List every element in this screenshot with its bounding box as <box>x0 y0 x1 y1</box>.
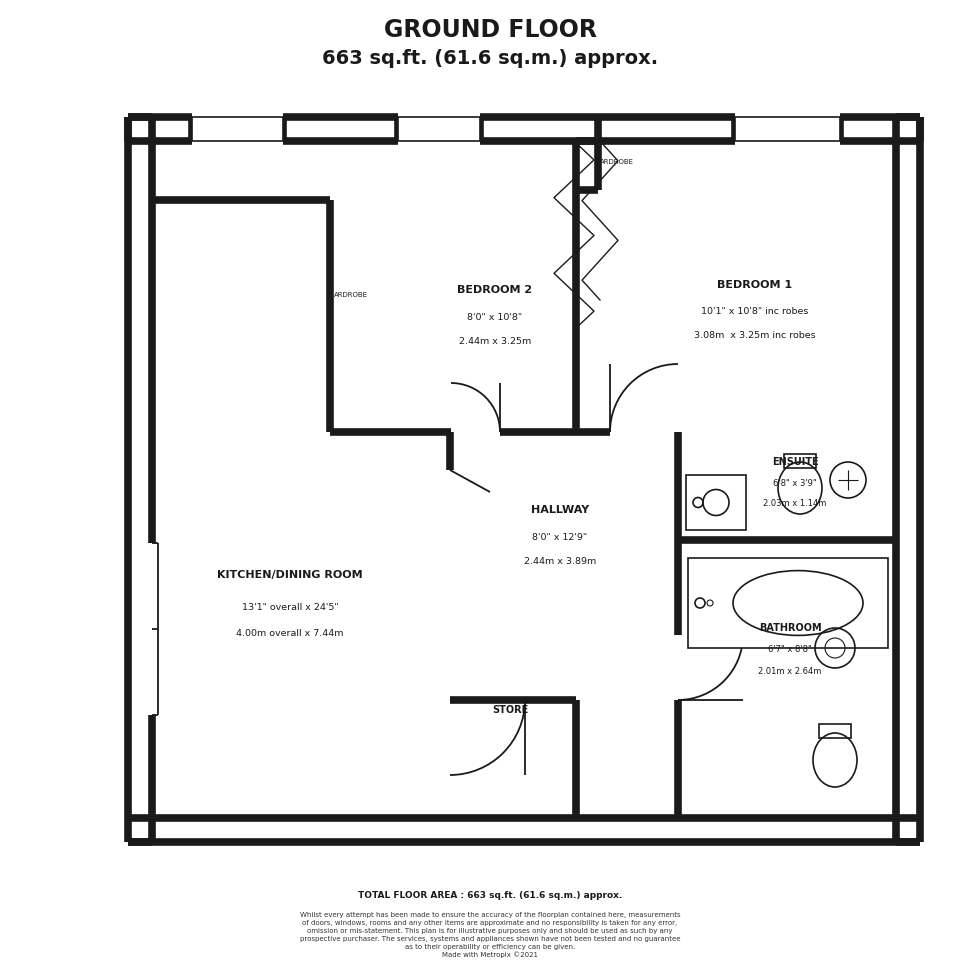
Text: Whilst every attempt has been made to ensure the accuracy of the floorplan conta: Whilst every attempt has been made to en… <box>300 912 680 958</box>
Text: 2.44m x 3.89m: 2.44m x 3.89m <box>524 558 596 567</box>
Bar <box>735 117 840 141</box>
Text: 13'1" overall x 24'5": 13'1" overall x 24'5" <box>242 604 338 613</box>
Text: 2.01m x 2.64m: 2.01m x 2.64m <box>759 667 821 676</box>
Text: 8'0" x 10'8": 8'0" x 10'8" <box>467 314 522 322</box>
Text: 2.03m x 1.14m: 2.03m x 1.14m <box>763 499 827 508</box>
Text: ARDROBE: ARDROBE <box>334 292 368 298</box>
Text: BEDROOM 2: BEDROOM 2 <box>458 285 532 295</box>
Text: GROUND FLOOR: GROUND FLOOR <box>383 18 597 42</box>
Text: 3.08m  x 3.25m inc robes: 3.08m x 3.25m inc robes <box>694 331 815 341</box>
Text: BEDROOM 1: BEDROOM 1 <box>717 280 793 290</box>
Bar <box>686 475 746 530</box>
Bar <box>784 454 816 468</box>
Text: KITCHEN/DINING ROOM: KITCHEN/DINING ROOM <box>218 570 363 580</box>
Bar <box>192 117 283 141</box>
Text: ENSUITE: ENSUITE <box>771 457 818 467</box>
Text: TOTAL FLOOR AREA : 663 sq.ft. (61.6 sq.m.) approx.: TOTAL FLOOR AREA : 663 sq.ft. (61.6 sq.m… <box>358 890 622 900</box>
Text: 6'7" x 8'8": 6'7" x 8'8" <box>768 646 811 655</box>
Text: ARDROBE: ARDROBE <box>600 159 634 165</box>
Text: STORE: STORE <box>492 705 528 715</box>
Bar <box>819 724 851 738</box>
Text: 4.00m overall x 7.44m: 4.00m overall x 7.44m <box>236 628 344 638</box>
Text: BATHROOM: BATHROOM <box>759 623 821 633</box>
Text: 10'1" x 10'8" inc robes: 10'1" x 10'8" inc robes <box>702 308 808 317</box>
Text: HALLWAY: HALLWAY <box>531 505 589 515</box>
Bar <box>688 558 888 648</box>
Bar <box>398 117 480 141</box>
Text: 8'0" x 12'9": 8'0" x 12'9" <box>532 533 588 542</box>
Text: 2.44m x 3.25m: 2.44m x 3.25m <box>459 337 531 347</box>
Text: 6'8" x 3'9": 6'8" x 3'9" <box>773 480 816 488</box>
Text: 663 sq.ft. (61.6 sq.m.) approx.: 663 sq.ft. (61.6 sq.m.) approx. <box>322 49 658 67</box>
